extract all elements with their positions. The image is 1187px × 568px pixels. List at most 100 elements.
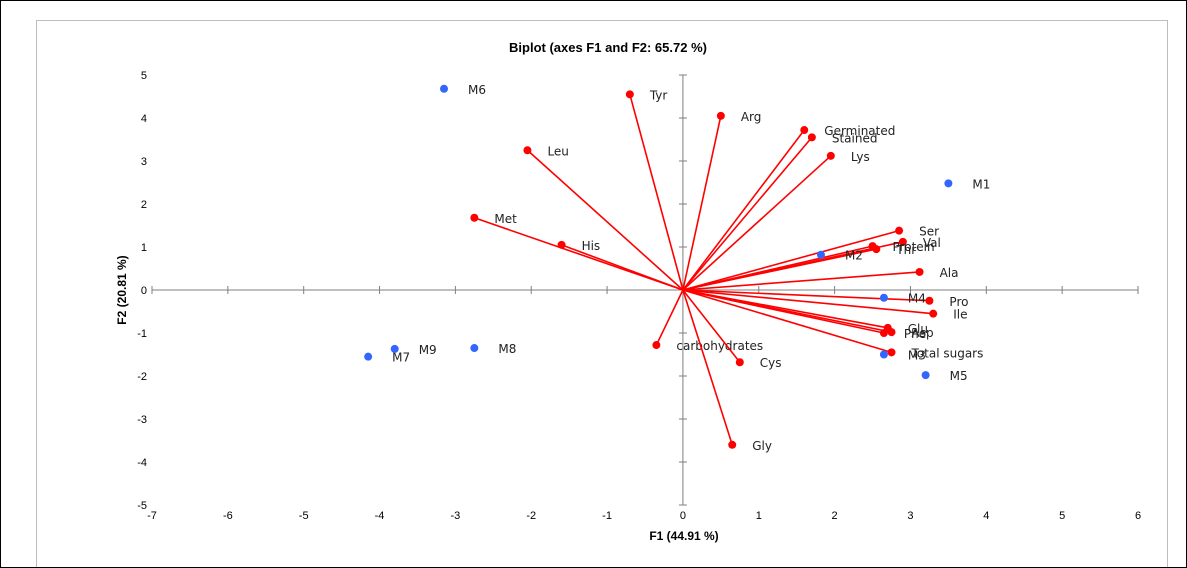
observation-point [390,344,399,353]
y-tick-label: 2 [141,199,147,211]
variable-vector-line [682,289,892,354]
x-tick-label: 2 [832,510,838,522]
variable-label: carbohydrates [676,339,763,353]
chart-title: Biplot (axes F1 and F2: 65.72 %) [509,40,707,55]
variable-label: Stained [832,131,878,145]
observation-point [944,179,953,188]
variable-label: Leu [547,144,568,158]
x-tick-label: 1 [756,510,762,522]
variable-label: Germinated [824,124,895,138]
variable-vector-point [625,90,634,99]
y-tick-label: -5 [137,500,147,512]
observation-point [364,352,373,361]
variable-vector-point [716,111,725,120]
y-tick-label: 0 [141,285,147,297]
chart-area-border [36,20,1168,567]
variable-vector-line [682,271,920,291]
variable-label: Tyr [649,88,668,102]
observation-point [440,84,449,93]
x-tick-label: -4 [375,510,385,522]
observation-label: M9 [419,343,437,357]
x-tick-label: -6 [223,510,233,522]
x-tick-label: -3 [450,510,460,522]
variable-vector-point [898,237,907,246]
x-tick-label: 4 [983,510,989,522]
variable-label: Ile [953,308,967,322]
x-tick-label: 0 [680,510,686,522]
observation-label: M5 [950,369,968,383]
observation-point [816,250,825,259]
variable-vector-line [682,289,733,446]
variable-vector-point [925,296,934,305]
y-tick-label: 5 [141,70,147,82]
variable-label: Lys [851,150,870,164]
variable-vector-line [682,115,722,291]
y-tick-label: -2 [137,371,147,383]
axes: -7 -6 -5 -4 -3 -2 -1 0 1 2 3 4 5 6 5 4 3 2 1 0 -1 -2 -3 -4 -5 [137,70,1141,522]
y-tick-label: -3 [137,414,147,426]
variable-vector-point [807,133,816,142]
variable-vector-line [682,289,930,302]
variable-vector-point [523,146,532,155]
variable-vector-point [557,240,566,249]
variable-vector-point [735,358,744,367]
variable-vector-line [474,217,684,291]
variable-label: Cys [760,356,782,370]
observation-point [879,350,888,359]
x-axis-title: F1 (44.91 %) [649,529,718,543]
variable-vector-point [800,126,809,135]
observation-label: M6 [468,83,486,97]
variable-label: Phe [904,327,926,341]
variable-label: Val [923,236,941,250]
variable-label: Ser [919,225,939,239]
variable-label: Arg [741,110,762,124]
y-tick-label: -4 [137,457,147,469]
variable-vector-line [629,94,684,291]
variable-label: Glu [908,322,928,336]
observation-point [879,293,888,302]
variable-label: Pro [949,295,968,309]
variable-vector-line [682,289,934,315]
variable-label: Ala [940,266,959,280]
variable-label: Thr [895,243,916,257]
variable-vector-line [526,149,684,291]
observation-points: M1 M2 M3 M4 M5 M6 M7 M8 M9 [364,83,990,383]
x-tick-label: 6 [1135,510,1141,522]
observation-label: M1 [972,177,990,191]
variable-vector-line [682,248,877,291]
variable-vector-point [887,328,896,337]
variable-vector-point [929,309,938,318]
variable-vector-point [728,440,737,449]
observation-label: M3 [908,349,926,363]
x-tick-label: -1 [602,510,612,522]
observation-label: M8 [498,342,516,356]
variable-vector-line [561,244,684,291]
variable-vector-line [682,229,900,291]
variable-vector-point [872,245,881,254]
observation-label: M2 [845,249,863,263]
variable-vector-line [682,289,885,334]
y-tick-label: 3 [141,156,147,168]
y-tick-label: -1 [137,328,147,340]
variable-vector-point [895,226,904,235]
variable-vector-line [655,289,684,346]
x-tick-label: -5 [299,510,309,522]
observation-label: M7 [392,351,410,365]
y-tick-label: 1 [141,242,147,254]
y-tick-label: 4 [141,113,147,125]
x-tick-label: -7 [147,510,157,522]
variable-vector-point [826,151,835,160]
variable-label: Met [494,212,517,226]
variable-vector-point [470,213,479,222]
variable-vector-point [879,329,888,337]
observation-point [470,344,479,353]
observation-label: M4 [908,292,926,306]
variable-label: Protein [893,240,935,254]
variable-label: Total sugars [911,346,984,360]
variable-vector-line [682,136,813,291]
x-tick-label: 5 [1059,510,1065,522]
variable-label: Asp [912,326,934,340]
y-axis-title: F2 (20.81 %) [115,255,129,324]
